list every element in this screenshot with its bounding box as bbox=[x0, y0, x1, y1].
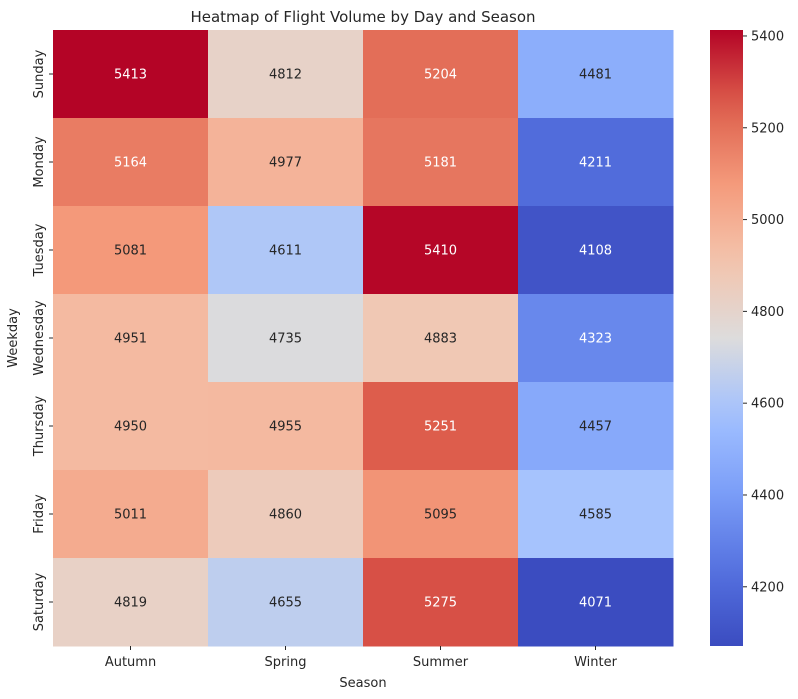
y-tick-label: Thursday bbox=[32, 395, 47, 457]
heatmap-cell bbox=[208, 382, 364, 471]
heatmap-cell bbox=[518, 30, 674, 119]
heatmap-cell bbox=[518, 118, 674, 207]
y-tick-label: Sunday bbox=[32, 49, 47, 98]
y-axis-label: Weekday bbox=[6, 308, 21, 368]
y-tick-label: Saturday bbox=[32, 572, 47, 631]
heatmap-cell bbox=[53, 470, 209, 559]
heatmap-cell bbox=[518, 470, 674, 559]
cell-value-label: 4655 bbox=[269, 596, 302, 611]
heatmap-cell bbox=[53, 382, 209, 471]
heatmap-cell bbox=[518, 558, 674, 647]
x-axis-label: Season bbox=[339, 676, 386, 691]
colorbar-tick-label: 4600 bbox=[751, 397, 784, 412]
colorbar-gradient bbox=[710, 30, 743, 646]
cell-value-label: 4883 bbox=[424, 332, 457, 347]
cell-value-label: 4211 bbox=[579, 156, 612, 171]
heatmap-cell bbox=[208, 30, 364, 119]
heatmap-cell bbox=[208, 558, 364, 647]
cell-value-label: 5410 bbox=[424, 244, 457, 259]
colorbar-tick-label: 4400 bbox=[751, 488, 784, 503]
cell-value-label: 4735 bbox=[269, 332, 302, 347]
cell-value-label: 4108 bbox=[579, 244, 612, 259]
y-axis-ticks: Sunday Monday Tuesday Wednesday Thursday Frid… bbox=[32, 49, 53, 631]
heatmap-cell bbox=[518, 206, 674, 295]
cell-value-label: 5413 bbox=[114, 68, 147, 83]
colorbar: 4200 4400 4600 4800 5000 5200 5400 bbox=[710, 29, 784, 646]
colorbar-tick-label: 4200 bbox=[751, 580, 784, 595]
heatmap-cell bbox=[363, 30, 519, 119]
cell-value-label: 5181 bbox=[424, 156, 457, 171]
cell-value-label: 4819 bbox=[114, 596, 147, 611]
y-tick-label: Wednesday bbox=[32, 300, 47, 376]
y-tick-label: Monday bbox=[32, 136, 47, 188]
y-tick-label: Tuesday bbox=[32, 223, 47, 277]
heatmap-cell bbox=[363, 382, 519, 471]
x-tick-label: Spring bbox=[265, 655, 307, 670]
heatmap-cell bbox=[208, 206, 364, 295]
cell-value-label: 4481 bbox=[579, 68, 612, 83]
colorbar-ticks: 4200 4400 4600 4800 5000 5200 5400 bbox=[743, 29, 784, 595]
heatmap-cell bbox=[53, 558, 209, 647]
x-tick-label: Winter bbox=[574, 655, 618, 670]
heatmap-cell bbox=[53, 294, 209, 383]
cell-value-label: 4977 bbox=[269, 156, 302, 171]
colorbar-tick-label: 5400 bbox=[751, 29, 784, 44]
heatmap-cell bbox=[208, 294, 364, 383]
heatmap-cell bbox=[53, 30, 209, 119]
cell-value-label: 4585 bbox=[579, 508, 612, 523]
x-tick-label: Autumn bbox=[105, 655, 156, 670]
x-tick-label: Summer bbox=[413, 655, 469, 670]
cell-value-label: 4457 bbox=[579, 420, 612, 435]
heatmap-cell bbox=[363, 294, 519, 383]
heatmap-cell bbox=[518, 382, 674, 471]
heatmap-cell bbox=[208, 470, 364, 559]
chart-title: Heatmap of Flight Volume by Day and Seas… bbox=[190, 8, 535, 26]
cell-value-label: 4860 bbox=[269, 508, 302, 523]
colorbar-tick-label: 4800 bbox=[751, 305, 784, 320]
heatmap-cell bbox=[363, 470, 519, 559]
colorbar-tick-label: 5200 bbox=[751, 121, 784, 136]
colorbar-tick-label: 5000 bbox=[751, 213, 784, 228]
cell-value-label: 5095 bbox=[424, 508, 457, 523]
heatmap-cell bbox=[518, 294, 674, 383]
cell-value-label: 5204 bbox=[424, 68, 457, 83]
cell-value-label: 5164 bbox=[114, 156, 147, 171]
heatmap-cell bbox=[363, 206, 519, 295]
cell-value-label: 4611 bbox=[269, 244, 302, 259]
cell-value-label: 4955 bbox=[269, 420, 302, 435]
cell-value-label: 5011 bbox=[114, 508, 147, 523]
cell-value-label: 4323 bbox=[579, 332, 612, 347]
heatmap-cell bbox=[53, 206, 209, 295]
cell-value-label: 4812 bbox=[269, 68, 302, 83]
heatmap-cell bbox=[363, 558, 519, 647]
cell-value-label: 5251 bbox=[424, 420, 457, 435]
x-axis-ticks: Autumn Spring Summer Winter bbox=[105, 646, 618, 670]
cell-value-label: 5081 bbox=[114, 244, 147, 259]
cell-value-label: 5275 bbox=[424, 596, 457, 611]
cell-value-label: 4950 bbox=[114, 420, 147, 435]
cell-value-label: 4071 bbox=[579, 596, 612, 611]
heatmap-cells: 5413 4812 5204 4481 5164 4977 5181 4211 5081 4611… bbox=[53, 30, 674, 647]
heatmap-cell bbox=[363, 118, 519, 207]
y-tick-label: Friday bbox=[32, 494, 47, 534]
cell-value-label: 4951 bbox=[114, 332, 147, 347]
heatmap-cell bbox=[53, 118, 209, 207]
heatmap-cell bbox=[208, 118, 364, 207]
